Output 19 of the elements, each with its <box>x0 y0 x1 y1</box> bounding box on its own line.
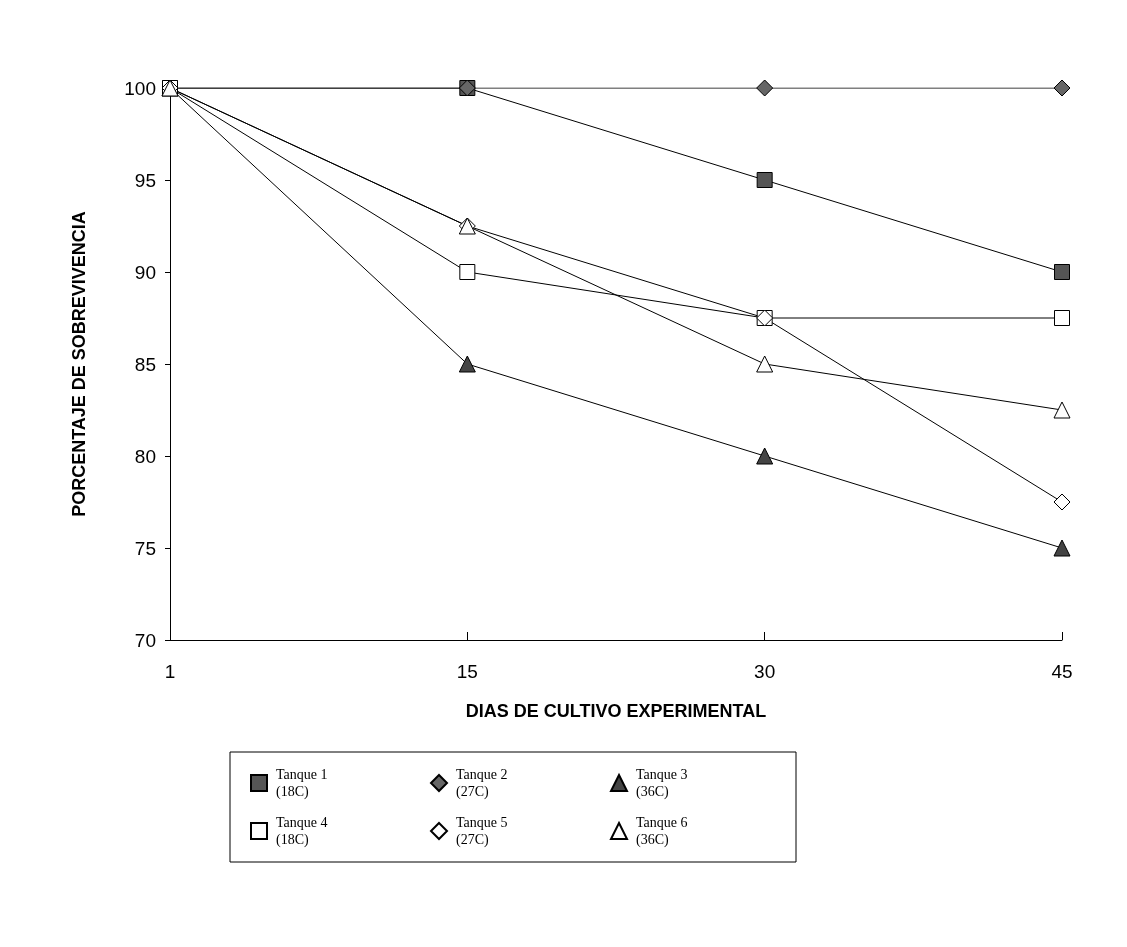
legend-label: Tanque 2 (27C) <box>456 767 512 800</box>
y-tick-label: 70 <box>134 629 156 651</box>
x-tick-label: 45 <box>1051 661 1073 682</box>
x-axis-title: DIAS DE CULTIVO EXPERIMENTAL <box>465 701 767 721</box>
legend-label: Tanque 3 (36C) <box>636 767 692 800</box>
y-tick-label: 75 <box>134 537 156 559</box>
y-tick-label: 80 <box>134 445 156 467</box>
y-axis-title: PORCENTAJE DE SOBREVIVENCIA <box>69 211 89 517</box>
y-tick-label: 95 <box>134 169 156 191</box>
legend-label: Tanque 1 (18C) <box>276 767 332 800</box>
x-tick-label: 30 <box>754 661 776 682</box>
x-tick-label: 1 <box>164 661 176 682</box>
y-tick-label: 85 <box>134 353 156 375</box>
legend-label: Tanque 5 (27C) <box>456 815 512 848</box>
y-tick-label: 90 <box>134 261 156 283</box>
y-tick-label: 100 <box>124 77 156 99</box>
legend-label: Tanque 4 (18C) <box>276 815 332 848</box>
x-tick-label: 15 <box>456 661 478 682</box>
legend-label: Tanque 6 (36C) <box>636 815 692 848</box>
